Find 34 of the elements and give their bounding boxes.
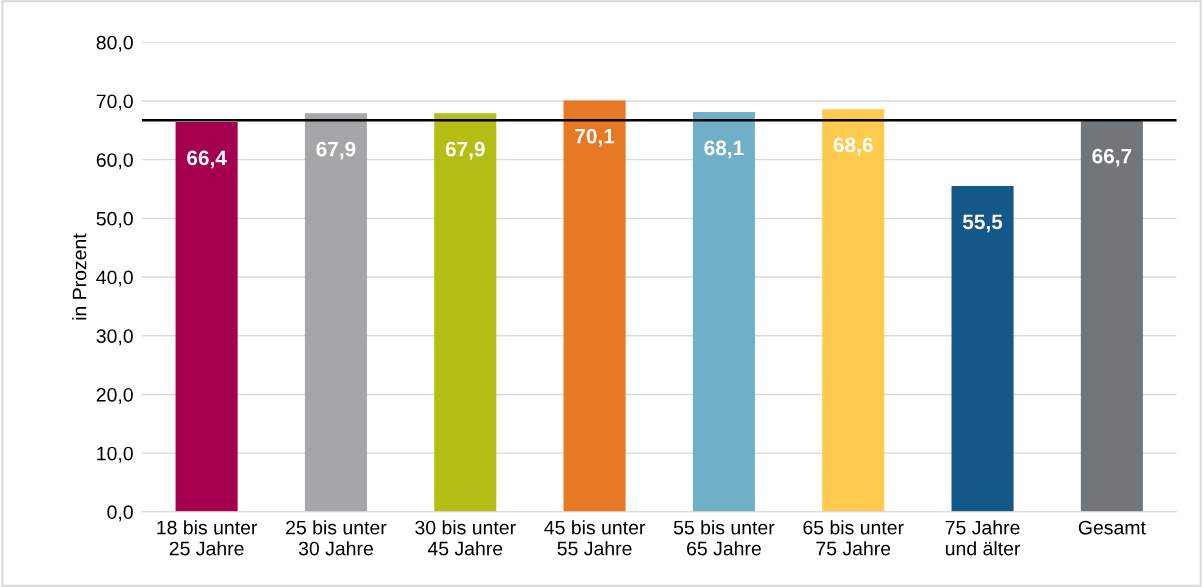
data-label: 68,1 [704, 140, 744, 159]
y-tick-label: 0,0 [107, 505, 133, 522]
data-label: 70,1 [575, 128, 615, 147]
y-tick-label: 20,0 [96, 387, 133, 404]
bar [563, 100, 626, 512]
bar [1080, 120, 1143, 512]
bar [692, 112, 755, 512]
bar [951, 186, 1014, 512]
y-tick-label: 40,0 [96, 270, 133, 287]
y-tick-label: 80,0 [96, 35, 133, 52]
y-tick-label: 30,0 [96, 329, 133, 346]
bar [434, 113, 497, 512]
data-label: 67,9 [445, 141, 485, 160]
bar [304, 113, 367, 512]
x-tick-label: 45 bis unter 55 Jahre [544, 520, 646, 556]
y-tick-label: 50,0 [96, 211, 133, 228]
data-label: 66,7 [1092, 148, 1132, 167]
x-tick-label: Gesamt [1078, 520, 1146, 535]
x-tick-label: 25 bis unter 30 Jahre [286, 520, 387, 556]
x-tick-label: 30 bis unter 45 Jahre [415, 520, 516, 556]
x-tick-label: 55 bis unter 65 Jahre [673, 520, 775, 556]
y-axis-title: in Prozent [72, 233, 87, 320]
x-tick-label: 75 Jahre und älter [945, 520, 1021, 556]
y-tick-label: 10,0 [97, 446, 133, 463]
y-tick-label: 60,0 [96, 153, 133, 170]
data-label: 67,9 [316, 141, 356, 160]
y-tick-label: 70,0 [96, 94, 133, 111]
bar [175, 122, 238, 512]
x-tick-label: 65 bis unter 75 Jahre [803, 520, 904, 556]
data-label: 68,6 [833, 137, 873, 156]
data-label: 55,5 [962, 214, 1003, 233]
data-label: 66,4 [187, 150, 227, 169]
bar [822, 109, 885, 512]
x-tick-label: 18 bis unter 25 Jahre [157, 520, 258, 556]
